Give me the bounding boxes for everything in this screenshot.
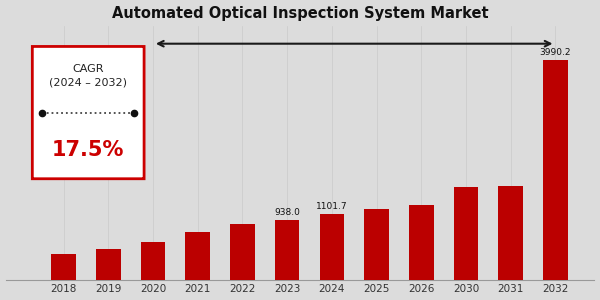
- Text: 938.0: 938.0: [274, 208, 300, 217]
- Title: Automated Optical Inspection System Market: Automated Optical Inspection System Mark…: [112, 6, 488, 21]
- Bar: [543, 60, 568, 280]
- Text: 1101.7: 1101.7: [316, 202, 347, 211]
- Bar: [499, 186, 523, 280]
- Text: 3990.2: 3990.2: [539, 48, 571, 57]
- Bar: [185, 232, 210, 280]
- Bar: [141, 242, 166, 280]
- Bar: [275, 220, 299, 280]
- Bar: [364, 209, 389, 280]
- Text: CAGR
(2024 – 2032): CAGR (2024 – 2032): [49, 64, 127, 88]
- FancyBboxPatch shape: [32, 46, 144, 179]
- Bar: [230, 224, 255, 280]
- Text: 17.5%: 17.5%: [52, 140, 124, 160]
- Bar: [52, 254, 76, 280]
- Bar: [454, 188, 478, 280]
- Bar: [320, 214, 344, 280]
- Bar: [96, 249, 121, 280]
- Bar: [409, 205, 434, 280]
